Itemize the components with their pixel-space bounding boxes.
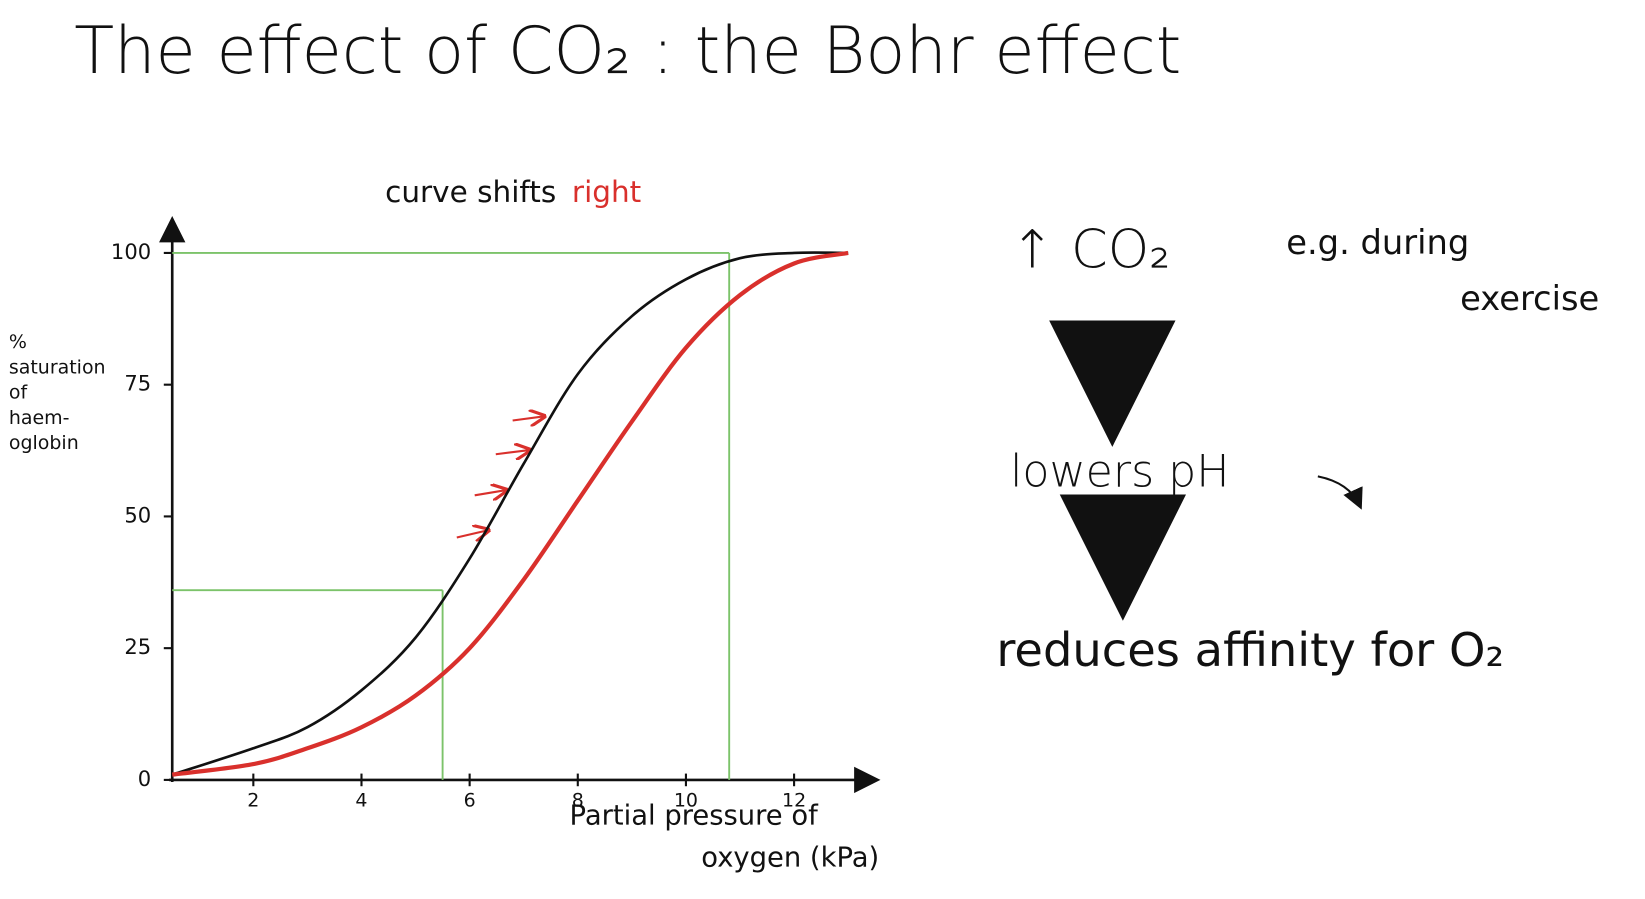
y-axis-label: % bbox=[9, 331, 27, 353]
shift-arrow bbox=[456, 530, 489, 537]
y-tick-label: 75 bbox=[124, 371, 151, 396]
y-axis-label: haem- bbox=[9, 407, 70, 429]
shift-arrow bbox=[512, 416, 545, 420]
curve bbox=[171, 250, 849, 777]
x-tick-label: 12 bbox=[782, 789, 806, 811]
page-title: The effect of CO₂ : the Bohr effect bbox=[74, 13, 1181, 89]
x-tick-label: 2 bbox=[247, 789, 259, 811]
y-tick-label: 100 bbox=[111, 239, 151, 264]
example: e.g. during bbox=[1286, 223, 1469, 262]
y-tick-label: 0 bbox=[138, 766, 151, 791]
x-axis-label: oxygen (kPa) bbox=[701, 842, 879, 873]
subtitle-text: curve shifts bbox=[385, 174, 556, 208]
subtitle-highlight: right bbox=[572, 174, 641, 208]
y-axis-label: of bbox=[9, 382, 29, 404]
cause: ↑ CO₂ bbox=[1010, 220, 1170, 281]
y-tick-label: 25 bbox=[124, 634, 151, 659]
x-axis-label: Partial pressure of bbox=[570, 800, 820, 831]
x-tick-label: 10 bbox=[674, 789, 698, 811]
example: exercise bbox=[1460, 279, 1599, 318]
flow: ↑ CO₂ e.g. during exercise lowers pH red… bbox=[996, 220, 1599, 677]
curve bbox=[171, 251, 849, 776]
step: lowers pH bbox=[1010, 446, 1229, 497]
plot: 0 25 50 75 100 2 4 6 8 10 12% saturation of haem-oglo… bbox=[9, 216, 881, 873]
pointer bbox=[1317, 475, 1363, 510]
result: reduces affinity for O₂ bbox=[996, 623, 1504, 677]
y-axis-label: saturation bbox=[9, 356, 106, 378]
shift-arrow bbox=[474, 490, 507, 495]
x-tick-label: 6 bbox=[464, 789, 476, 811]
shift-arrow bbox=[495, 450, 530, 454]
x-tick-label: 8 bbox=[572, 789, 584, 811]
subtitle: curve shifts right bbox=[385, 174, 641, 208]
x-tick-label: 4 bbox=[355, 789, 367, 811]
y-axis-label: oglobin bbox=[9, 432, 79, 454]
y-tick-label: 50 bbox=[124, 502, 151, 527]
